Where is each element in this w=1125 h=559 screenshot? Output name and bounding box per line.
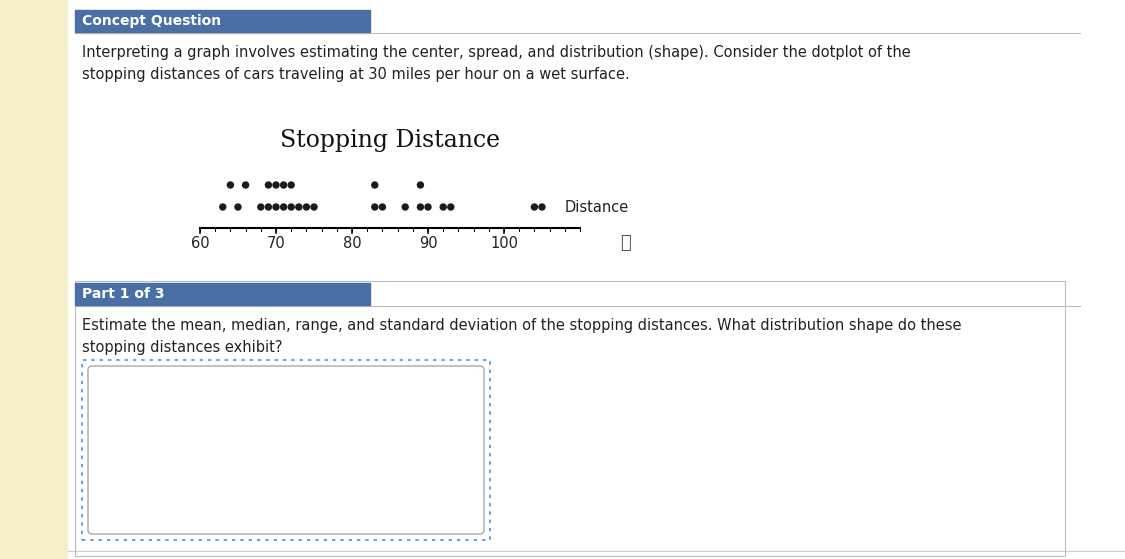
Circle shape (243, 182, 249, 188)
Text: 60: 60 (191, 236, 209, 251)
Circle shape (531, 204, 538, 210)
Text: Distance: Distance (565, 200, 629, 215)
Text: 80: 80 (343, 236, 361, 251)
Circle shape (440, 204, 447, 210)
Text: Estimate the mean, median, range, and standard deviation of the stopping distanc: Estimate the mean, median, range, and st… (82, 318, 962, 355)
Bar (82, 360, 490, 540)
Text: ⓘ: ⓘ (620, 234, 631, 252)
Text: 70: 70 (267, 236, 286, 251)
Circle shape (273, 204, 279, 210)
Circle shape (417, 204, 423, 210)
Circle shape (266, 204, 271, 210)
Circle shape (288, 204, 295, 210)
Circle shape (288, 182, 295, 188)
Bar (75, 283, 370, 305)
Circle shape (280, 204, 287, 210)
Bar (75, 281, 1065, 556)
Circle shape (296, 204, 302, 210)
Circle shape (448, 204, 453, 210)
Circle shape (227, 182, 233, 188)
Text: Concept Question: Concept Question (82, 14, 222, 28)
Text: Part 1 of 3: Part 1 of 3 (82, 287, 164, 301)
Circle shape (539, 204, 544, 210)
Circle shape (258, 204, 263, 210)
Circle shape (273, 182, 279, 188)
Circle shape (371, 204, 378, 210)
Circle shape (403, 204, 408, 210)
Circle shape (304, 204, 309, 210)
Bar (75, 10, 370, 32)
Circle shape (379, 204, 386, 210)
Text: Interpreting a graph involves estimating the center, spread, and distribution (s: Interpreting a graph involves estimating… (82, 45, 911, 82)
Text: 100: 100 (490, 236, 518, 251)
Circle shape (425, 204, 431, 210)
FancyBboxPatch shape (88, 366, 484, 534)
Circle shape (310, 204, 317, 210)
Circle shape (235, 204, 241, 210)
Circle shape (417, 182, 423, 188)
Bar (0, 0, 68, 559)
Text: Stopping Distance: Stopping Distance (280, 129, 500, 151)
Circle shape (219, 204, 226, 210)
Circle shape (280, 182, 287, 188)
Text: 90: 90 (418, 236, 438, 251)
Circle shape (266, 182, 271, 188)
Circle shape (371, 182, 378, 188)
